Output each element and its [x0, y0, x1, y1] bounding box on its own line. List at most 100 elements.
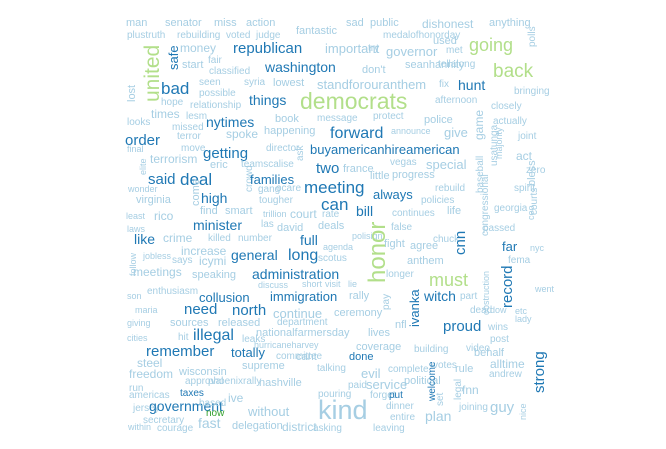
word-standforouranthem: standforouranthem — [317, 77, 427, 92]
word-classified: classified — [209, 66, 251, 77]
word-terror: terror — [177, 131, 201, 142]
word-elite: elite — [138, 158, 148, 175]
word-high: high — [201, 190, 228, 206]
word-set: set — [435, 392, 446, 406]
word-fix: fix — [439, 79, 449, 90]
word-deal: deal — [180, 170, 213, 189]
word-must: must — [429, 270, 469, 290]
word-proud: proud — [443, 318, 482, 335]
word-anything: anything — [489, 17, 531, 29]
word-wisconsin: wisconsin — [179, 366, 227, 378]
word-forward: forward — [330, 125, 384, 142]
word-ask: ask — [295, 145, 306, 161]
word-legal: legal — [453, 378, 464, 400]
word-dishonest: dishonest — [422, 17, 474, 31]
word-man: man — [126, 17, 148, 29]
word-nationalfarmersday: nationalfarmersday — [256, 327, 350, 339]
word-jersey: jersey — [133, 403, 160, 414]
word-deals: deals — [318, 220, 345, 232]
word-secretary: secretary — [143, 415, 185, 426]
word-agree: agree — [410, 240, 439, 252]
word-andrew: andrew — [489, 369, 522, 380]
word-miss: miss — [214, 17, 237, 29]
word-rebuilding: rebuilding — [177, 30, 221, 41]
word-ceremony: ceremony — [334, 307, 383, 319]
word-voted: voted — [226, 30, 251, 41]
word-seanhannity: seanhannity — [405, 59, 465, 71]
word-district: district — [282, 420, 317, 434]
word-strong: strong — [531, 351, 548, 393]
word-majority: majority — [494, 127, 504, 159]
word-polisign: polisign — [352, 231, 383, 241]
word-plan: plan — [425, 408, 452, 424]
word-medalofhonorday: medalofhonorday — [383, 30, 461, 41]
word-meeting: meeting — [304, 178, 365, 197]
word-can: can — [321, 195, 349, 214]
word-short: short — [302, 279, 323, 289]
word-smart: smart — [225, 205, 253, 217]
word-public: public — [370, 17, 399, 29]
word-released: released — [218, 317, 261, 329]
word-plustruth: plustruth — [127, 30, 166, 41]
word-united: united — [141, 44, 164, 102]
word-fast: fast — [198, 415, 221, 431]
word-closely: closely — [491, 101, 522, 112]
word-rule: rule — [455, 363, 474, 375]
word-said: said — [148, 171, 176, 188]
word-number: number — [238, 233, 272, 244]
word-need: need — [184, 301, 218, 318]
word-etc: etc — [515, 306, 528, 316]
word-judge: judge — [256, 30, 281, 41]
word-delegation: delegation — [232, 420, 283, 432]
word-spirit: spirit — [514, 183, 536, 194]
word-move: move — [181, 143, 206, 154]
word-happening: happening — [264, 125, 316, 137]
word-leaks: leaks — [242, 334, 266, 345]
word-polls: polls — [527, 26, 538, 47]
word-maria: maria — [135, 305, 158, 315]
word-now: now — [206, 408, 225, 419]
word-freedom: freedom — [129, 367, 174, 381]
word-try: try — [368, 43, 380, 54]
word-fnn: fnn — [462, 383, 479, 397]
word-start: start — [182, 59, 204, 71]
word-families: families — [250, 172, 295, 187]
word-visit: visit — [325, 279, 341, 289]
word-cant: cant — [296, 351, 317, 363]
word-always: always — [373, 187, 413, 202]
word-within: within — [128, 422, 152, 432]
word-pouring: pouring — [318, 389, 352, 400]
word-action: action — [246, 17, 276, 29]
word-post: post — [490, 334, 509, 345]
word-act: act — [516, 149, 533, 163]
word-lowest: lowest — [273, 77, 305, 89]
word-wins: wins — [488, 322, 509, 333]
word-speaking: speaking — [192, 269, 237, 281]
word-says: says — [172, 255, 193, 266]
word-collusion: collusion — [199, 290, 250, 305]
word-crime: crime — [163, 231, 193, 245]
word-terrorism: terrorism — [150, 152, 198, 166]
word-hope: hope — [161, 97, 184, 108]
word-things: things — [249, 92, 287, 108]
word-full: full — [300, 232, 318, 248]
word-witch: witch — [424, 288, 456, 304]
word-lives: lives — [368, 327, 391, 339]
word-possible: possible — [199, 88, 236, 99]
word-wonder: wonder — [128, 184, 158, 194]
word-looks: looks — [127, 117, 151, 128]
word-paid: paid — [348, 380, 367, 391]
word-progress: progress — [392, 169, 435, 181]
word-joint: joint — [518, 131, 537, 142]
word-met: met — [446, 45, 463, 56]
word-general: general — [231, 247, 278, 263]
word-times: times — [151, 107, 180, 121]
word-virginia: virginia — [136, 194, 171, 206]
word-policies: policies — [421, 195, 455, 206]
word-phoenixrally: phoenixrally — [208, 376, 262, 387]
word-ivanka: ivanka — [407, 289, 422, 327]
word-used: used — [433, 35, 457, 47]
word-give: give — [444, 125, 468, 140]
word-long: long — [288, 247, 319, 264]
